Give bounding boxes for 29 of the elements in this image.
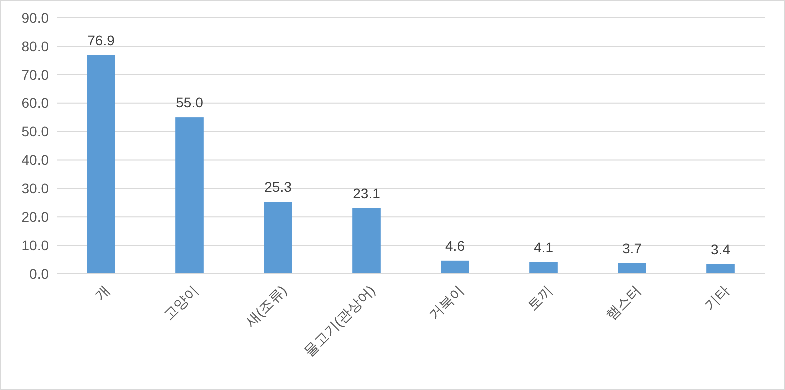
y-tick-label: 0.0 <box>30 266 50 282</box>
x-tick-label: 개 <box>92 282 113 304</box>
x-tick-label: 토끼 <box>524 282 556 314</box>
y-tick-label: 70.0 <box>22 66 50 83</box>
y-tick-label: 80.0 <box>22 38 50 54</box>
y-tick-label: 90.0 <box>22 10 50 26</box>
bar <box>352 208 381 274</box>
y-tick-label: 30.0 <box>22 180 50 197</box>
y-tick-label: 10.0 <box>22 237 50 254</box>
y-tick-label: 50.0 <box>22 124 50 140</box>
data-label: 25.3 <box>264 179 292 196</box>
y-tick-label: 60.0 <box>22 95 50 112</box>
bar <box>176 118 204 274</box>
data-label: 55.0 <box>176 94 204 111</box>
data-label: 3.7 <box>622 240 642 256</box>
data-label: 23.1 <box>353 185 381 202</box>
x-tick-label: 기타 <box>701 282 732 314</box>
y-tick-label: 40.0 <box>22 152 50 168</box>
data-label: 76.9 <box>88 32 116 48</box>
bar <box>264 202 292 274</box>
bar <box>706 264 735 274</box>
bar <box>618 263 646 274</box>
data-label: 3.4 <box>711 241 731 258</box>
y-tick-label: 20.0 <box>22 209 50 226</box>
bar <box>87 55 116 274</box>
bar <box>530 262 558 274</box>
bar <box>441 260 470 274</box>
data-label: 4.1 <box>534 239 554 256</box>
data-label: 4.6 <box>446 238 466 254</box>
